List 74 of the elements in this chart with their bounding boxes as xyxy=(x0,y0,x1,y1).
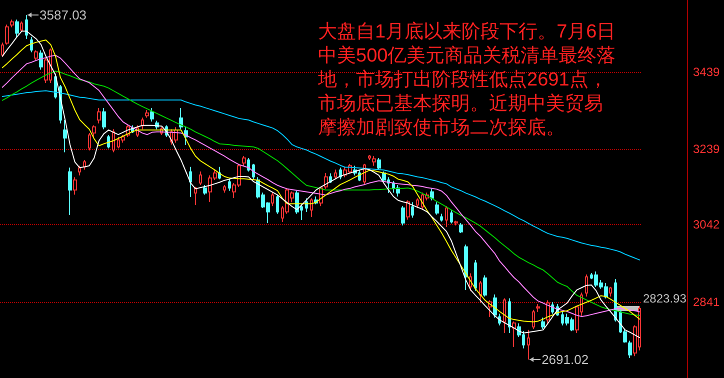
candlestick xyxy=(585,274,588,297)
candlestick xyxy=(20,21,23,32)
ref-line-label: 2823.93 xyxy=(643,291,687,306)
candlestick xyxy=(228,178,231,192)
candlestick xyxy=(78,165,81,176)
candlestick xyxy=(377,158,381,170)
candlestick xyxy=(541,317,545,330)
candlestick xyxy=(483,274,487,297)
candlestick xyxy=(1,42,4,58)
candlestick xyxy=(223,184,226,194)
candlestick xyxy=(92,124,96,138)
candlestick xyxy=(474,259,477,292)
annotation: 大盘自1月底以来阶段下行。7月6日中美500亿美元商品关税清单最终落地，市场打出阶段性低点2691点，市场底已基本探明。近期中美贸易摩擦加剧致使市场二次探底。 xyxy=(317,20,616,138)
candlestick xyxy=(416,198,419,209)
candlestick xyxy=(107,134,110,149)
candlestick xyxy=(30,36,33,53)
candlestick xyxy=(68,167,72,216)
candlestick xyxy=(39,50,43,70)
candlestick xyxy=(493,294,497,318)
candlestick xyxy=(242,156,246,166)
candlestick xyxy=(145,109,149,118)
candlestick xyxy=(508,298,511,334)
candlestick xyxy=(5,24,9,46)
candlestick xyxy=(512,320,516,348)
candlestick xyxy=(628,340,632,359)
candlestick xyxy=(464,244,468,290)
candlestick xyxy=(194,186,197,206)
candlestick xyxy=(532,309,535,330)
annotation: 3587.03 xyxy=(40,7,87,22)
y-tick-label: 2841 xyxy=(693,294,720,309)
candlestick xyxy=(25,14,28,40)
candlestick xyxy=(440,213,443,222)
candlestick xyxy=(536,304,540,312)
candlestick xyxy=(527,329,530,360)
candlestick xyxy=(83,159,86,170)
candlestick xyxy=(34,50,38,60)
candlestick xyxy=(252,163,255,180)
candlestick xyxy=(372,156,376,166)
candlestick xyxy=(102,108,106,130)
line-series xyxy=(2,90,640,260)
y-tick-label: 3239 xyxy=(693,142,720,156)
candlestick xyxy=(609,286,612,297)
candlestick xyxy=(189,166,192,198)
candlestick xyxy=(63,119,67,153)
candlestick xyxy=(445,206,448,228)
candlestick xyxy=(503,298,506,334)
candlestick xyxy=(97,108,101,124)
candlestick xyxy=(401,206,405,226)
y-tick-label: 3042 xyxy=(693,218,720,232)
candlestick xyxy=(73,176,77,196)
candlestick xyxy=(10,19,14,28)
candlestick xyxy=(334,169,337,180)
candlestick xyxy=(150,108,154,122)
candlestick xyxy=(15,19,19,38)
y-tick-label: 3439 xyxy=(693,64,720,79)
candlestick xyxy=(454,220,458,226)
candlestick xyxy=(406,200,410,220)
candlestick xyxy=(276,194,279,214)
candlestick xyxy=(271,192,274,207)
candlestick xyxy=(310,198,313,218)
candlestick xyxy=(459,222,463,234)
candlestick xyxy=(435,202,439,216)
candlestick xyxy=(199,171,202,186)
candlestick xyxy=(368,154,371,160)
candlestick xyxy=(179,108,183,130)
candlestick xyxy=(411,202,414,218)
candlestick xyxy=(479,280,482,304)
candlestick xyxy=(88,132,91,151)
candlestick xyxy=(112,128,115,153)
candlestick xyxy=(450,209,453,224)
candlestick xyxy=(430,188,434,201)
candlestick xyxy=(203,184,207,196)
candlestick xyxy=(324,172,328,190)
annotation: 2691.02 xyxy=(542,352,589,368)
